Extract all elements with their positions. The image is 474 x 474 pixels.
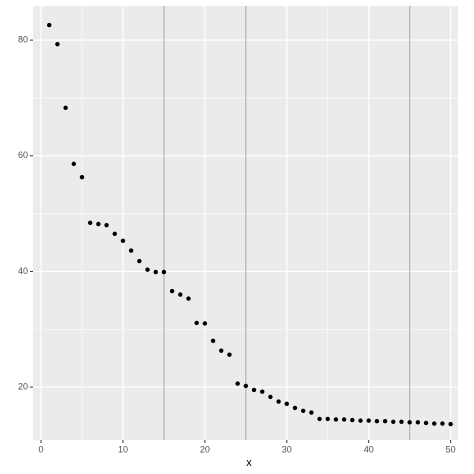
point [251,387,257,393]
point [235,381,240,386]
point [227,352,232,357]
point [358,418,363,423]
x-tick-label: 30 [282,444,292,454]
y-tick-label: 60 [18,150,28,160]
point [423,420,429,426]
point [333,417,339,422]
point [292,405,298,411]
point [186,296,191,301]
x-tick-label: 10 [118,444,128,454]
point [284,401,289,407]
point [71,161,76,167]
point [178,292,183,297]
point [350,417,355,423]
x-axis-title: x [246,457,252,469]
point [448,421,453,427]
point [79,174,85,180]
point [415,420,421,425]
point [317,416,322,422]
point [366,418,371,423]
x-tick-label: 0 [39,444,44,454]
point [153,269,158,275]
point [112,231,117,237]
y-tick-label: 40 [18,266,28,276]
point [268,394,273,400]
point [128,248,134,253]
point [161,269,167,275]
point [243,383,249,389]
point [432,421,437,426]
point [202,321,208,326]
point [341,417,347,422]
point [260,389,265,394]
point [55,41,60,47]
y-tick-label: 80 [18,34,28,44]
point [104,222,109,228]
x-tick-label: 20 [200,444,210,454]
point [440,421,445,426]
point [407,420,412,425]
point [309,410,314,415]
point [145,267,150,272]
point [325,416,330,422]
point [374,419,380,424]
point [391,419,396,424]
point [382,419,388,424]
point [120,238,126,243]
point [219,348,224,353]
point [63,105,68,110]
point [276,399,281,404]
point [399,419,404,424]
point [169,288,175,294]
point [96,221,101,227]
point [300,408,306,413]
point [87,220,93,226]
x-tick-label: 50 [446,444,456,454]
point [137,258,142,264]
y-tick-label: 20 [18,381,28,391]
point [47,22,52,28]
point [210,338,216,344]
point [194,320,199,326]
x-tick-label: 40 [364,444,374,454]
